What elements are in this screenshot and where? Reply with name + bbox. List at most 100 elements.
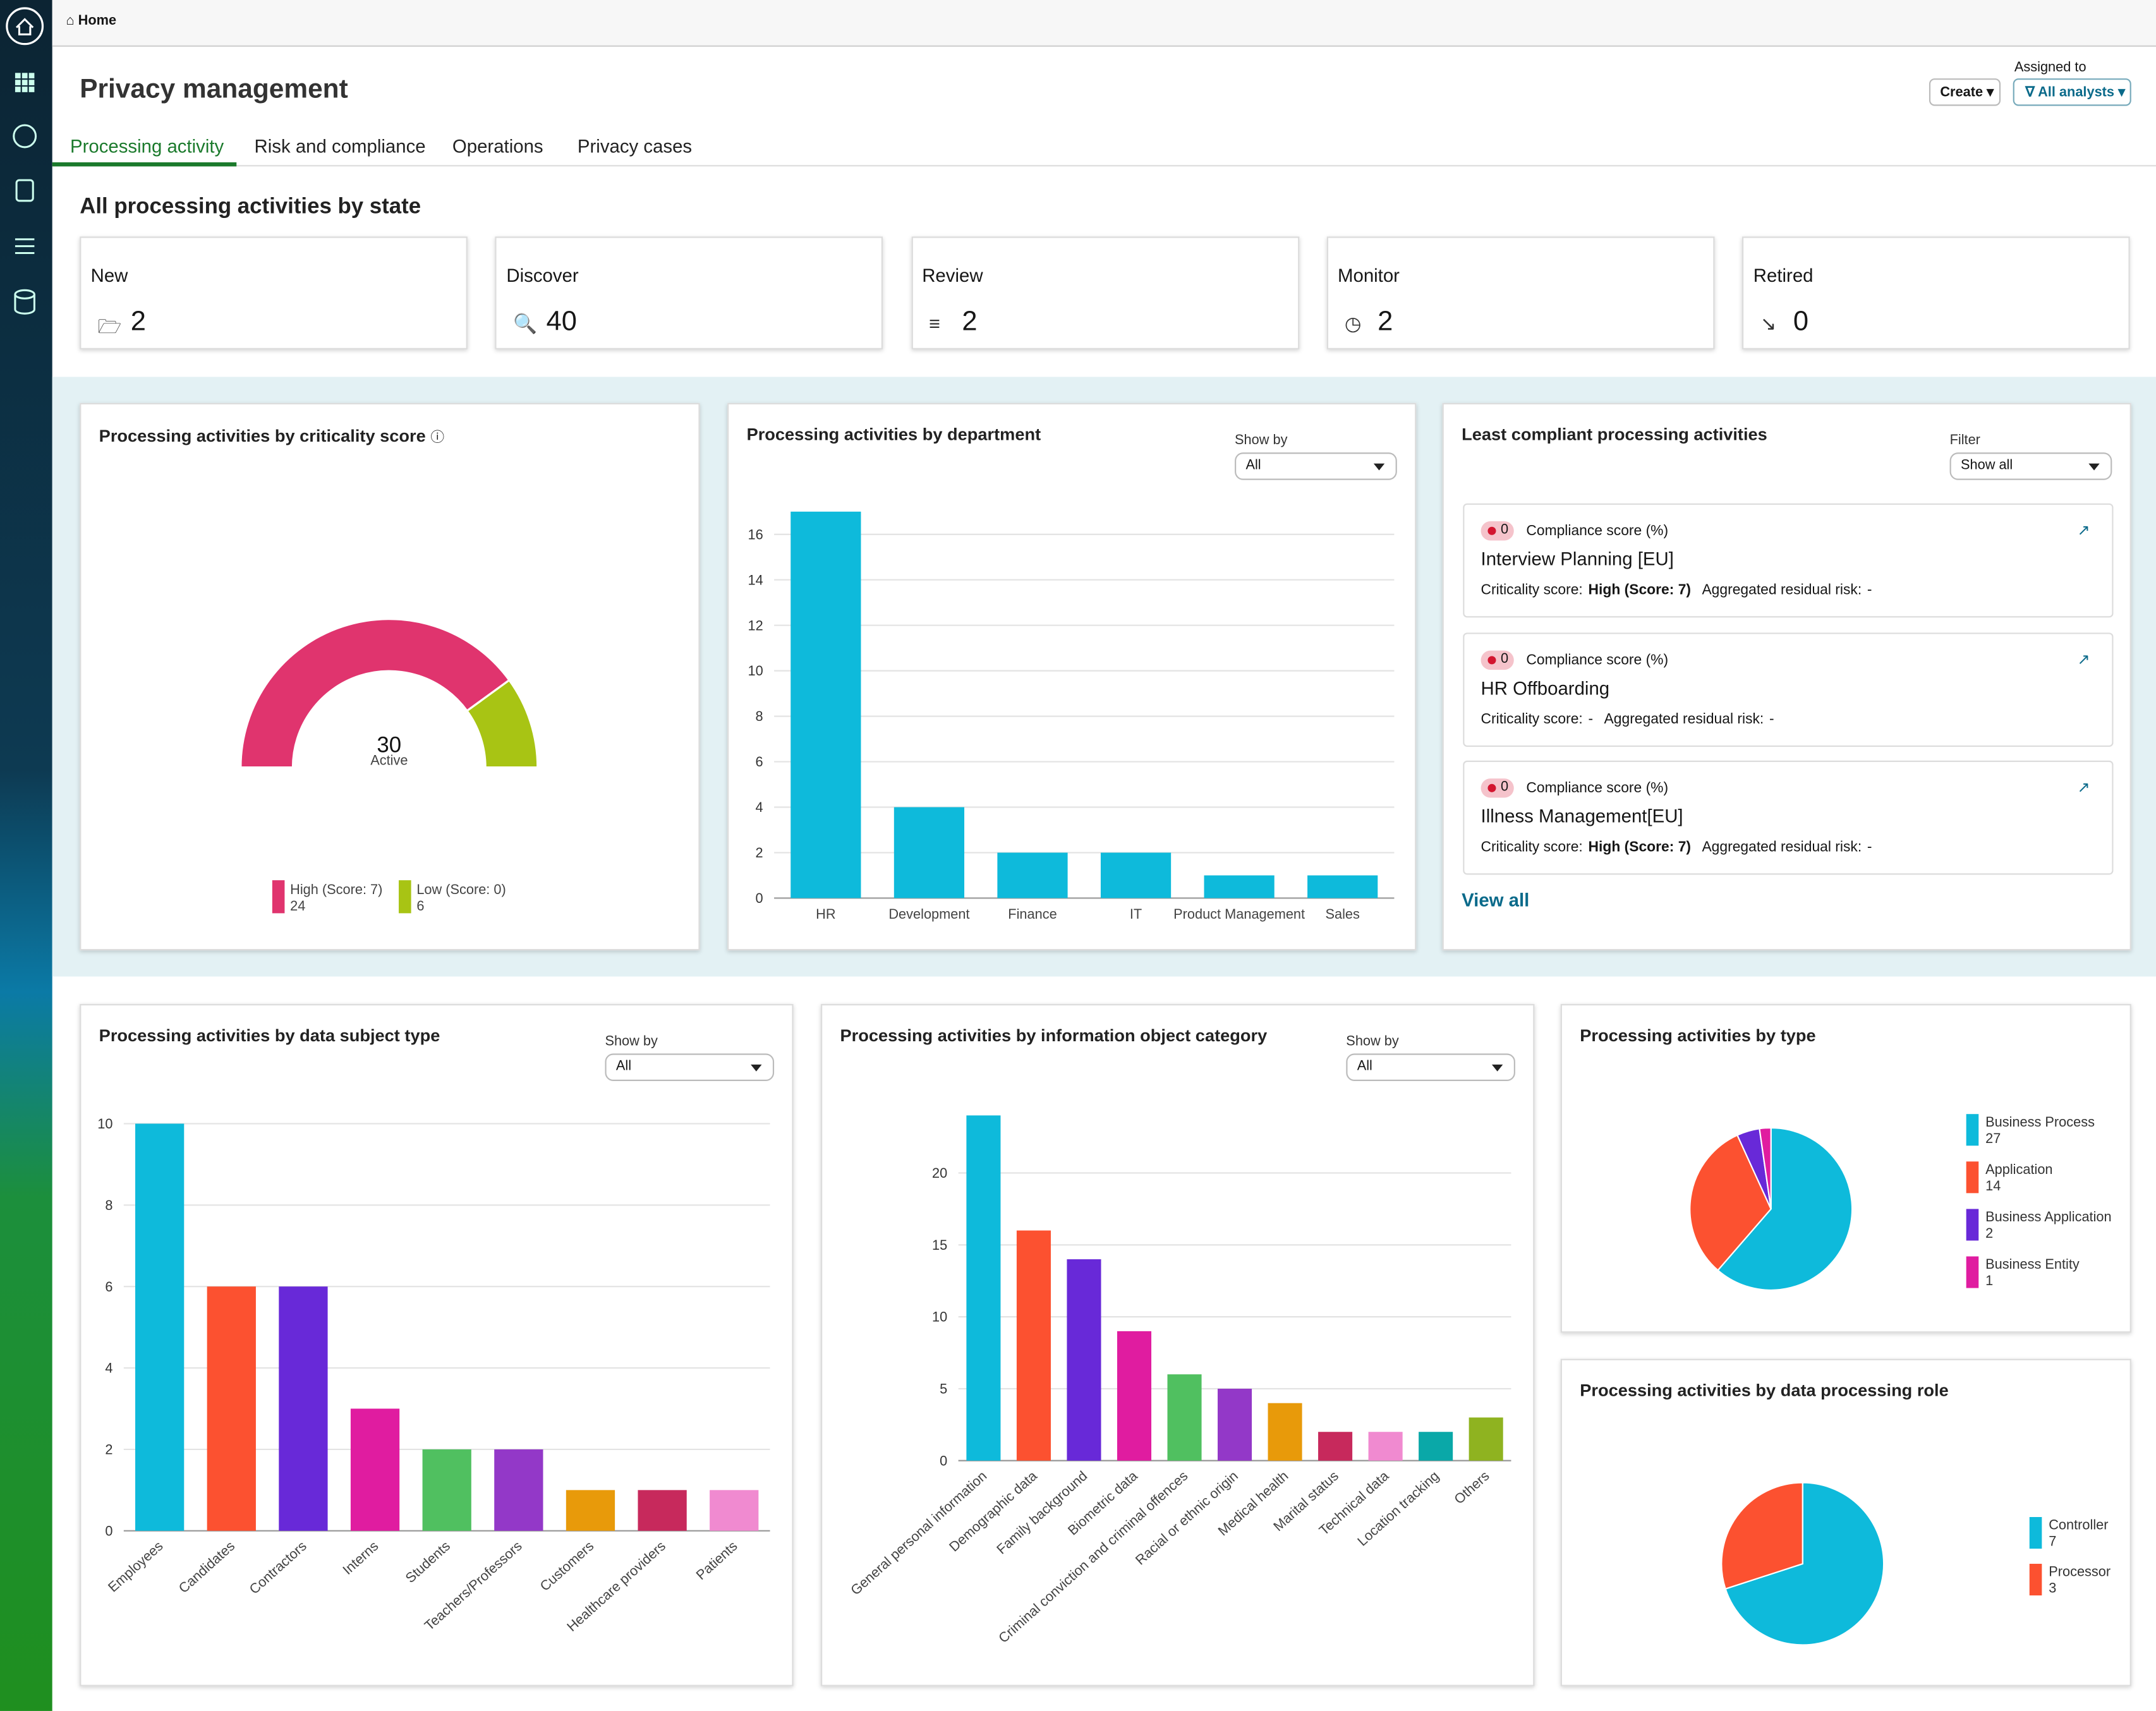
criticality-value: High (Score: 7): [1588, 839, 1692, 856]
bar: [422, 1449, 471, 1531]
create-label[interactable]: Create: [1940, 85, 1983, 100]
panel-title: Processing activities by data processing…: [1580, 1381, 1949, 1400]
section-title: All processing activities by state: [80, 195, 421, 219]
legend-value: 14: [1985, 1178, 2001, 1194]
assigned-filter[interactable]: ∇ All analysts ▾: [2013, 78, 2131, 106]
state-card[interactable]: Discover 🔍 40: [495, 236, 883, 349]
activity-name: HR Offboarding: [1481, 677, 1610, 699]
bar: [1307, 875, 1378, 898]
bar: [207, 1286, 256, 1531]
compliance-score-label: Compliance score (%): [1526, 651, 1669, 668]
tasks-icon[interactable]: [13, 124, 37, 148]
show-by-dropdown[interactable]: All: [1346, 1053, 1515, 1081]
compliance-item: 0 Compliance score (%) ↗ Illness Management…: [1463, 761, 2114, 876]
x-tick-label: Criminal conviction and criminal offence…: [995, 1468, 1190, 1646]
legend-value: 3: [2049, 1580, 2056, 1596]
legend-label: Business Process: [1985, 1114, 2095, 1130]
bar: [893, 807, 965, 898]
x-tick-label: Finance: [1008, 906, 1057, 922]
show-by-dropdown[interactable]: All: [1235, 452, 1397, 480]
bar: [566, 1490, 615, 1531]
bar: [350, 1408, 400, 1531]
info-category-panel: Processing activities by information obj…: [821, 1004, 1535, 1686]
bar: [710, 1490, 759, 1531]
bar: [1318, 1432, 1353, 1461]
view-all-link[interactable]: View all: [1462, 890, 1530, 911]
pie-slice: [1689, 1134, 1772, 1272]
bar: [1100, 852, 1172, 898]
risk-value: -: [1769, 710, 1774, 727]
x-tick-label: HR: [816, 906, 835, 922]
state-count: 2: [962, 306, 978, 337]
sidebar: [0, 0, 52, 1711]
bar: [1016, 1230, 1051, 1461]
y-tick-label: 5: [940, 1381, 947, 1397]
x-tick-label: Sales: [1325, 906, 1360, 922]
panel-title: Processing activities by criticality sco…: [99, 426, 445, 446]
gauge-segment: [239, 617, 511, 769]
bar: [1067, 1259, 1101, 1461]
clipboard-icon[interactable]: [15, 179, 34, 202]
x-tick-label: Candidates: [176, 1538, 238, 1596]
risk-label: Aggregated residual risk:: [1604, 710, 1764, 727]
state-card[interactable]: New 🗁 2: [80, 236, 468, 349]
open-link[interactable]: ↗: [2077, 780, 2090, 797]
bar: [1117, 1331, 1152, 1461]
legend-label: Application: [1985, 1161, 2052, 1177]
gauge-segment: [465, 679, 539, 769]
state-label: Retired: [1753, 265, 1814, 286]
open-link[interactable]: ↗: [2077, 523, 2090, 540]
compliance-badge: 0: [1481, 778, 1514, 799]
list-icon[interactable]: [15, 238, 35, 255]
risk-value: -: [1867, 581, 1872, 598]
apps-icon[interactable]: [15, 73, 35, 92]
risk-label: Aggregated residual risk:: [1702, 839, 1862, 856]
state-count: 2: [1378, 306, 1393, 337]
y-tick-label: 0: [756, 890, 763, 906]
legend-label: High (Score: 7): [290, 881, 382, 897]
open-link[interactable]: ↗: [2077, 651, 2090, 668]
criticality-label: Criticality score:: [1481, 839, 1583, 856]
assigned-value[interactable]: All analysts: [2038, 85, 2115, 100]
x-tick-label: Contractors: [246, 1538, 310, 1597]
filter-dropdown[interactable]: Show all: [1949, 452, 2112, 480]
legend-value: 2: [1985, 1225, 1993, 1241]
criticality-label: Criticality score:: [1481, 581, 1583, 598]
y-tick-label: 10: [748, 663, 763, 679]
y-tick-label: 6: [105, 1279, 112, 1295]
activity-name: Interview Planning [EU]: [1481, 548, 1674, 570]
state-card[interactable]: Retired ↘ 0: [1742, 236, 2131, 349]
state-icon: ≡: [929, 312, 940, 334]
home-icon[interactable]: [6, 7, 44, 45]
filter-label: Filter: [1949, 433, 1980, 449]
state-count: 0: [1793, 306, 1809, 337]
breadcrumb[interactable]: ⌂ Home: [66, 13, 117, 29]
tab[interactable]: Operations: [452, 136, 543, 157]
tab[interactable]: Processing activity: [70, 136, 224, 157]
x-tick-label: Others: [1451, 1468, 1492, 1507]
compliance-badge: 0: [1481, 650, 1514, 670]
bar: [1167, 1374, 1202, 1461]
panel-title: Least compliant processing activities: [1462, 425, 1767, 445]
show-by-dropdown[interactable]: All: [605, 1053, 775, 1081]
x-tick-label: Product Management: [1173, 906, 1305, 922]
show-by-label: Show by: [1346, 1034, 1399, 1049]
tab[interactable]: Privacy cases: [577, 136, 693, 157]
bar: [638, 1490, 687, 1531]
pie-slice: [1717, 1127, 1853, 1291]
compliance-item: 0 Compliance score (%) ↗ HR Offboarding Crit…: [1463, 632, 2114, 747]
state-card[interactable]: Monitor ◷ 2: [1326, 236, 1715, 349]
assigned-label: Assigned to: [2014, 60, 2086, 76]
tab[interactable]: Risk and compliance: [254, 136, 426, 157]
panel-title: Processing activities by data subject ty…: [99, 1025, 440, 1046]
state-card[interactable]: Review ≡ 2: [911, 236, 1299, 349]
bar: [1419, 1432, 1453, 1461]
create-button[interactable]: Create ▾: [1929, 78, 2001, 106]
y-tick-label: 4: [105, 1360, 112, 1376]
breadcrumb-text[interactable]: Home: [78, 13, 117, 29]
pie-slice: [1724, 1482, 1885, 1646]
activity-details: Criticality score: High (Score: 7) Aggrega…: [1481, 582, 1872, 598]
legend-swatch: [2029, 1564, 2042, 1596]
